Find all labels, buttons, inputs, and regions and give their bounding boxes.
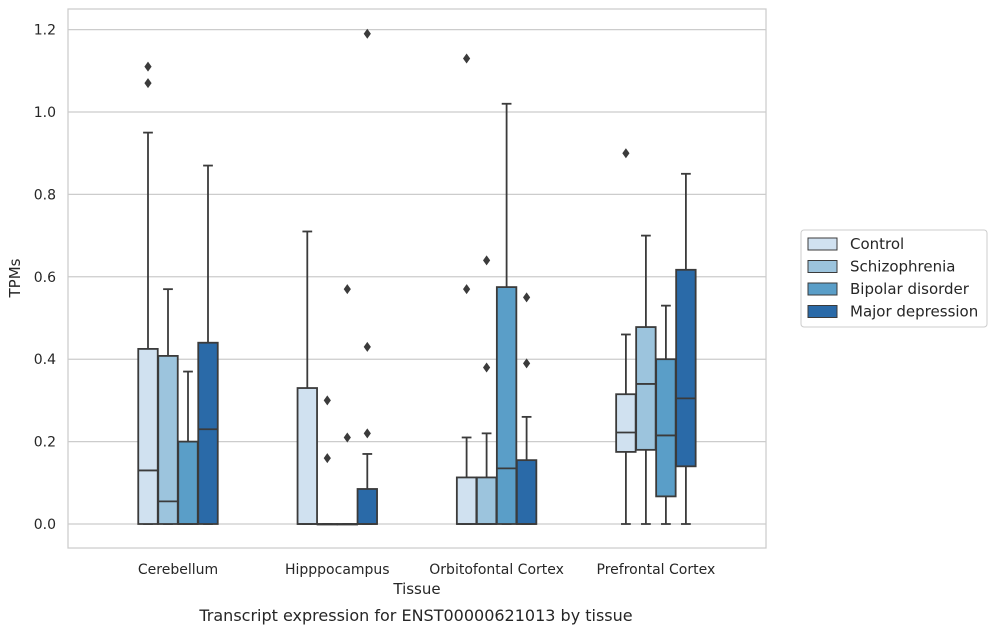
box-body <box>356 488 378 525</box>
outlier-point <box>463 284 471 295</box>
box-schizophrenia <box>157 288 179 525</box>
x-tick-label: Cerebellum <box>138 562 218 578</box>
box-body <box>515 459 538 525</box>
outlier-point <box>622 148 630 159</box>
box-body <box>475 476 498 525</box>
box-body <box>495 286 518 525</box>
y-tick-label: 0.2 <box>34 435 56 451</box>
box-control <box>455 53 478 525</box>
box-bipolar-disorder <box>177 370 199 525</box>
box-bipolar-disorder <box>655 304 677 525</box>
outlier-point <box>523 358 531 369</box>
box-major-depression <box>515 292 538 525</box>
box-body <box>197 341 219 525</box>
outlier-point <box>483 362 491 373</box>
outlier-point <box>363 341 371 352</box>
box-major-depression <box>197 164 219 525</box>
legend-frame <box>800 229 988 328</box>
y-tick-label: 0.6 <box>34 270 56 286</box>
outlier-point <box>483 255 491 266</box>
box-control <box>137 61 159 525</box>
y-tick-label: 0.4 <box>34 352 56 368</box>
box-body <box>615 393 637 453</box>
y-axis-label: TPMs <box>6 258 24 298</box>
box-body <box>655 358 677 498</box>
box-major-depression <box>356 28 378 525</box>
plot-area <box>67 8 767 549</box>
legend-label: Control <box>850 235 904 253</box>
outlier-point <box>363 28 371 39</box>
box-schizophrenia <box>635 234 657 525</box>
box-major-depression <box>675 172 697 525</box>
outlier-point <box>343 432 351 443</box>
box-body <box>137 347 159 525</box>
legend[interactable]: Control Schizophrenia Bipolar disorder Majo… <box>800 229 988 328</box>
figure-caption: Transcript expression for ENST0000062101… <box>199 606 633 625</box>
box-body <box>157 355 179 525</box>
box-control <box>296 230 318 525</box>
outlier-point <box>144 78 152 89</box>
y-tick-label: 1.2 <box>34 23 56 39</box>
x-tick-label: Prefrontal Cortex <box>597 562 716 578</box>
outlier-point <box>323 395 331 406</box>
x-axis-ticks: Cerebellum Hipppocampus Orbitofontal Corte… <box>138 562 715 578</box>
outlier-point <box>144 61 152 72</box>
legend-label: Major depression <box>850 303 978 321</box>
legend-label: Schizophrenia <box>850 258 955 276</box>
outlier-point <box>363 428 371 439</box>
legend-swatch <box>807 282 838 296</box>
box-series <box>137 28 697 526</box>
y-tick-label: 1.0 <box>34 105 56 121</box>
box-body <box>455 476 478 525</box>
box-schizophrenia <box>475 255 498 525</box>
box-body <box>296 387 318 525</box>
y-axis-ticks: 0.0 0.2 0.4 0.6 0.8 1.0 1.2 <box>34 23 56 533</box>
legend-swatch <box>807 237 838 251</box>
x-tick-label: Hipppocampus <box>285 562 390 578</box>
x-tick-label: Orbitofontal Cortex <box>429 562 564 578</box>
legend-swatch <box>807 260 838 273</box>
outlier-point <box>523 292 531 303</box>
box-body <box>177 440 199 525</box>
outlier-point <box>463 53 471 64</box>
y-tick-label: 0.0 <box>34 517 56 533</box>
outlier-point <box>323 453 331 464</box>
box-bipolar-disorder <box>495 102 518 525</box>
outlier-point <box>343 284 351 295</box>
box-control <box>615 148 637 525</box>
box-body <box>675 268 697 468</box>
x-axis-label: Tissue <box>392 580 440 598</box>
legend-label: Bipolar disorder <box>850 280 970 298</box>
y-tick-label: 0.8 <box>34 187 56 203</box>
box-schizophrenia <box>316 395 338 526</box>
legend-swatch <box>807 305 838 318</box>
box-bipolar-disorder <box>336 284 358 526</box>
box-body <box>635 326 657 451</box>
